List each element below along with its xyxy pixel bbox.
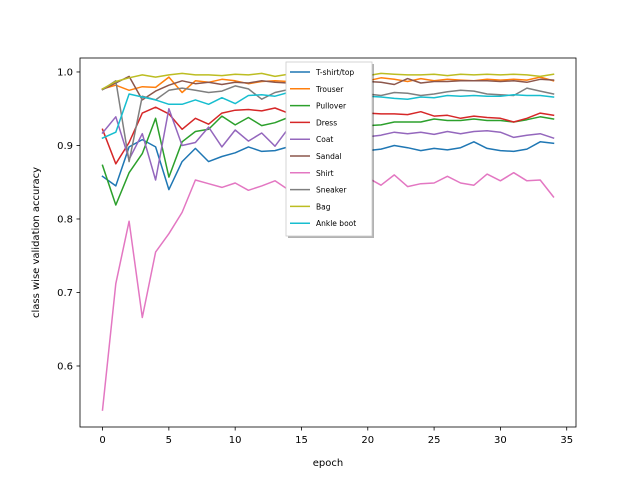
x-tick-label: 20	[361, 435, 374, 446]
legend-label: Bag	[316, 202, 331, 211]
y-axis: 0.6 0.7 0.8 0.9 1.0	[57, 67, 80, 372]
y-tick-label: 0.9	[57, 141, 73, 152]
legend-label: Coat	[316, 135, 333, 144]
y-tick-label: 0.6	[57, 361, 73, 372]
x-tick-label: 35	[560, 435, 573, 446]
x-tick-label: 30	[494, 435, 507, 446]
plot-frame	[79, 57, 577, 428]
legend-label: Ankle boot	[316, 219, 356, 228]
y-tick-label: 0.7	[57, 288, 73, 299]
y-tick-label: 0.8	[57, 214, 73, 225]
x-tick-label: 25	[428, 435, 441, 446]
x-axis: 0 5 10 15 20 25 30 35	[99, 427, 573, 446]
legend-label: Pullover	[316, 102, 347, 111]
x-tick-label: 10	[229, 435, 242, 446]
legend: T-shirt/top Trouser Pullover Dress Coat Sanda…	[285, 61, 374, 238]
x-tick-label: 5	[166, 435, 172, 446]
legend-label: Shirt	[316, 169, 334, 178]
legend-label: Dress	[316, 118, 337, 127]
legend-label: Sandal	[316, 152, 342, 161]
legend-label: Trouser	[315, 85, 344, 94]
legend-label: Sneaker	[316, 186, 347, 195]
y-tick-label: 1.0	[57, 67, 73, 78]
x-tick-label: 15	[295, 435, 308, 446]
y-axis-label: class wise validation accuracy	[31, 167, 42, 318]
x-tick-label: 0	[99, 435, 105, 446]
x-axis-label: epoch	[313, 458, 343, 469]
legend-label: T-shirt/top	[315, 68, 354, 77]
